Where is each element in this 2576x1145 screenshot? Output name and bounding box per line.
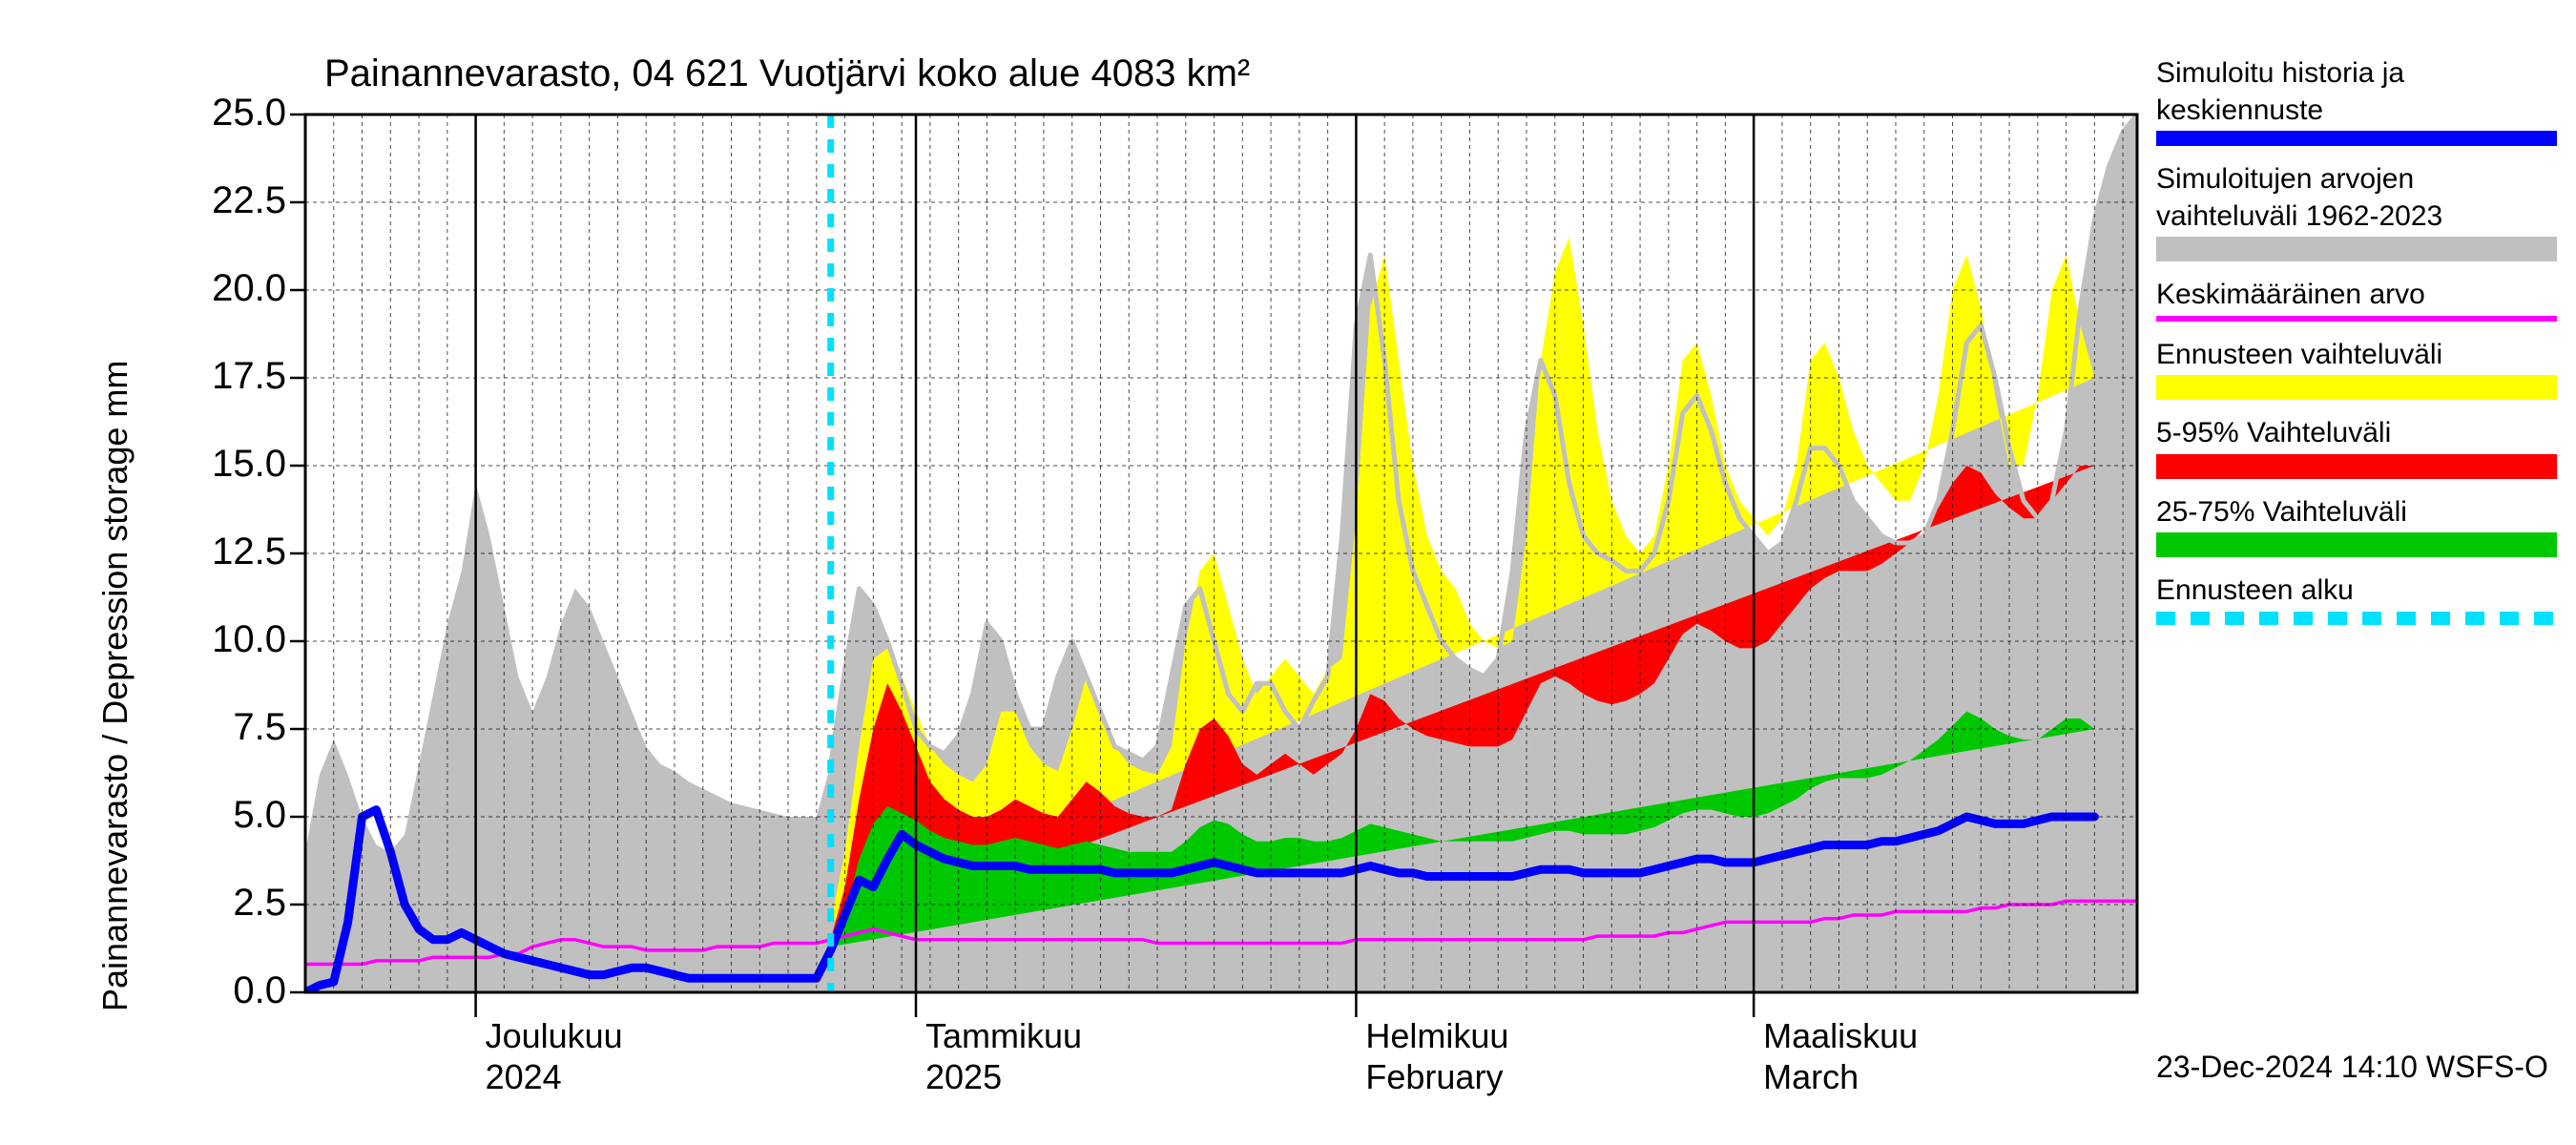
legend-item: 5-95% Vaihteluväli <box>2156 417 2557 479</box>
legend-swatch <box>2156 375 2557 400</box>
y-tick-label: 20.0 <box>172 267 286 310</box>
legend-swatch <box>2156 237 2557 261</box>
y-tick-label: 2.5 <box>172 882 286 925</box>
y-tick-label: 15.0 <box>172 443 286 486</box>
y-tick-label: 17.5 <box>172 355 286 398</box>
legend-item: Simuloitu historia jakeskiennuste <box>2156 57 2557 146</box>
legend-item: Keskimääräinen arvo <box>2156 279 2557 322</box>
legend-swatch <box>2156 131 2557 146</box>
y-tick-label: 7.5 <box>172 706 286 749</box>
legend-swatch <box>2156 532 2557 557</box>
legend-item: Simuloitujen arvojenvaihteluväli 1962-20… <box>2156 163 2557 261</box>
legend-swatch <box>2156 316 2557 322</box>
x-tick-label: MaaliskuuMarch <box>1763 1015 1918 1097</box>
legend-item: 25-75% Vaihteluväli <box>2156 496 2557 558</box>
x-tick-label: Tammikuu2025 <box>925 1015 1082 1097</box>
chart-legend: Simuloitu historia jakeskiennuste Simuloi… <box>2156 57 2557 642</box>
legend-swatch <box>2156 612 2557 625</box>
y-tick-label: 22.5 <box>172 179 286 222</box>
y-tick-label: 0.0 <box>172 969 286 1012</box>
y-tick-label: 12.5 <box>172 531 286 573</box>
x-tick-label: HelmikuuFebruary <box>1365 1015 1508 1097</box>
y-tick-label: 5.0 <box>172 794 286 837</box>
legend-swatch <box>2156 454 2557 479</box>
y-tick-label: 25.0 <box>172 92 286 135</box>
x-tick-label: Joulukuu2024 <box>486 1015 623 1097</box>
y-tick-label: 10.0 <box>172 618 286 661</box>
legend-item: Ennusteen alku <box>2156 574 2557 625</box>
legend-item: Ennusteen vaihteluväli <box>2156 339 2557 401</box>
